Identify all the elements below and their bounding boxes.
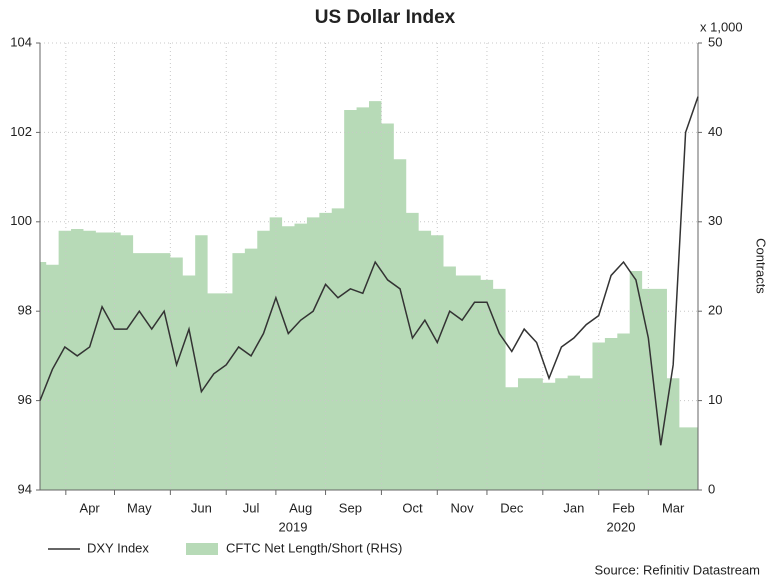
y2-tick-label: 0 (708, 481, 715, 496)
y2-tick-label: 20 (708, 303, 722, 318)
y-tick-label: 98 (18, 303, 32, 318)
x-tick-label: Sep (339, 500, 362, 515)
x-tick-label: Jul (243, 500, 260, 515)
year-label: 2020 (607, 519, 636, 534)
source-note: Source: Refinitiv Datastream (595, 562, 760, 577)
chart-title: US Dollar Index (315, 7, 456, 28)
y-tick-label: 102 (10, 124, 32, 139)
y2-unit: x 1,000 (700, 19, 743, 34)
y-tick-label: 94 (18, 481, 32, 496)
x-tick-label: Nov (451, 500, 475, 515)
year-label: 2019 (279, 519, 308, 534)
legend-area-swatch (186, 543, 218, 555)
x-tick-label: Feb (612, 500, 634, 515)
y-tick-label: 96 (18, 392, 32, 407)
x-tick-label: May (127, 500, 152, 515)
x-tick-label: Oct (402, 500, 423, 515)
legend-label: CFTC Net Length/Short (RHS) (226, 540, 402, 555)
x-tick-label: Jan (563, 500, 584, 515)
y-tick-label: 104 (10, 34, 32, 49)
y2-tick-label: 50 (708, 34, 722, 49)
area (40, 101, 698, 491)
y-tick-label: 100 (10, 213, 32, 228)
x-tick-label: Jun (191, 500, 212, 515)
y2-tick-label: 10 (708, 392, 722, 407)
y2-tick-label: 40 (708, 124, 722, 139)
y2-axis-label: Contracts (754, 238, 769, 294)
x-tick-label: Aug (289, 500, 312, 515)
x-tick-label: Dec (500, 500, 524, 515)
line (39, 96, 699, 446)
x-tick-label: Mar (662, 500, 685, 515)
legend-label: DXY Index (87, 540, 149, 555)
x-tick-label: Apr (80, 500, 101, 515)
y2-tick-label: 30 (708, 213, 722, 228)
